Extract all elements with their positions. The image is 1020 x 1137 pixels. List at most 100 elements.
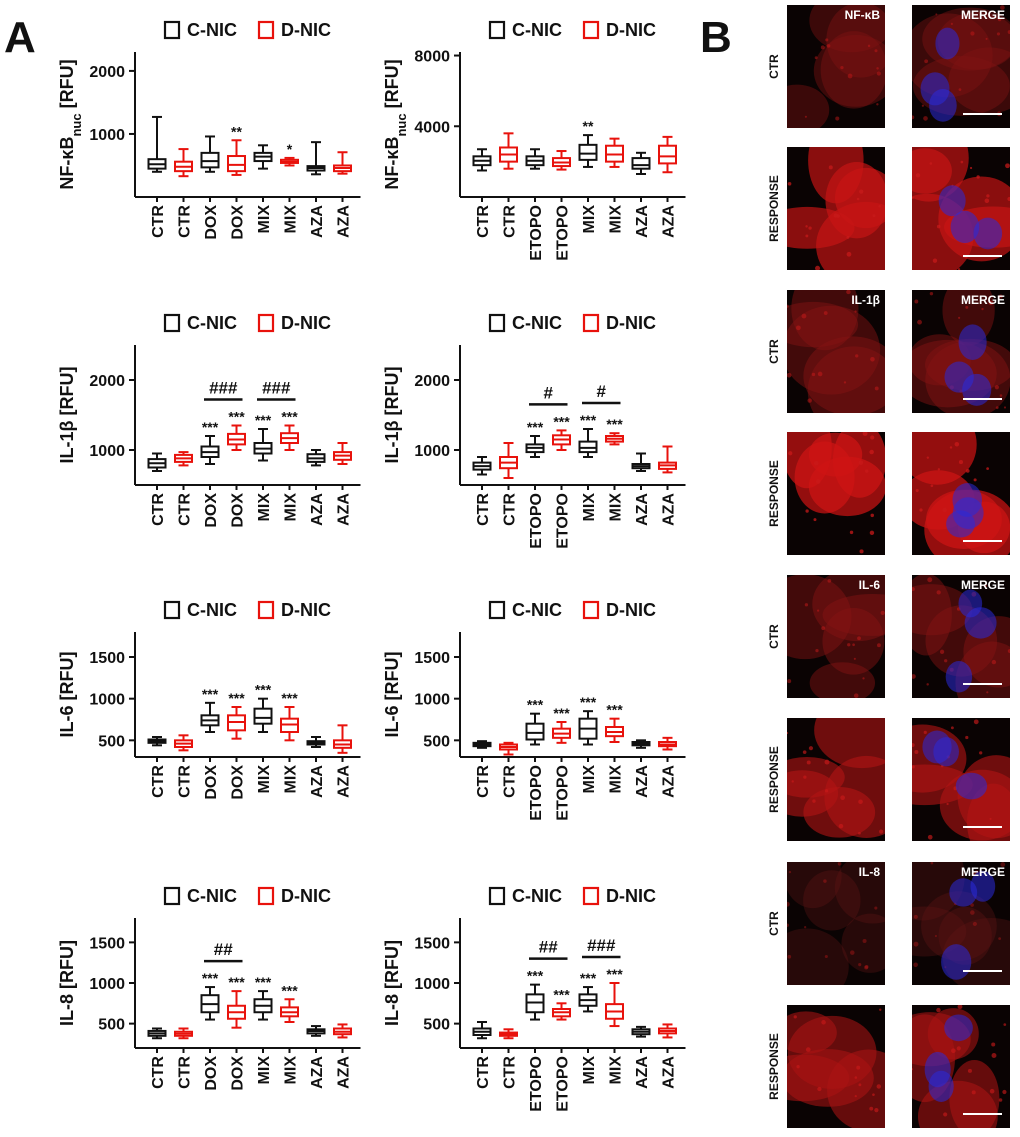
stain-speckle [998,937,1002,941]
box-plot-6: C-NIC D-NIC 500 1000 1500 IL-6 [RFU] CTR CTR ETO… [382,600,686,821]
box-iqr [578,143,598,161]
marker-label: IL-1β [851,293,880,307]
x-tick-label: MIX [283,1056,300,1085]
box-aza-d [333,151,352,175]
stain-speckle [914,299,919,304]
stain-region [787,84,830,128]
box-iqr [631,157,651,170]
stain-speckle [787,181,792,186]
micrograph-background [787,575,885,698]
stain-speckle [1000,862,1006,867]
stain-speckle [853,657,856,660]
stain-speckle [1003,1023,1007,1026]
condition-label: RESPONSE [767,175,781,242]
micrograph-content [787,862,885,985]
stain-speckle [824,759,830,765]
stain-speckle [787,679,792,684]
box-dox-c [200,986,220,1021]
legend-swatch-drug [257,600,275,620]
stain-speckle [984,198,990,204]
x-tick-label: DOX [230,493,247,528]
stain-speckle [1003,406,1007,409]
y-axis-label-main: IL-1β [382,420,402,463]
micrograph-merge [912,1005,1010,1128]
stain-speckle [846,290,851,295]
x-tick-label: MIX [283,493,300,522]
box-plot-1: C-NIC D-NIC 1000 2000 NF-κBnuc [RFU] CTR CTR DO… [57,20,361,240]
significance-label: *** [202,686,219,702]
stain-speckle [872,1093,875,1096]
stain-speckle [997,17,1002,22]
x-tick-label: AZA [309,493,326,526]
stain-region [937,12,1010,70]
legend-label-control: C-NIC [187,886,237,906]
x-tick-label: CTR [150,765,167,798]
y-tick-label: 2000 [89,64,125,81]
stain-region [787,432,832,489]
stain-speckle [915,488,919,493]
micrograph-content [787,290,885,413]
stain-speckle [984,584,987,588]
significance-label: *** [606,702,623,718]
stain-speckle [950,22,953,26]
stain-speckle [813,518,817,522]
stain-speckle [855,354,859,358]
x-tick-label: AZA [634,205,651,238]
stain-region [820,31,885,109]
box-dox-d [227,990,246,1029]
merge-label: MERGE [961,8,1005,22]
y-tick-label: 500 [98,733,125,750]
stain-speckle [926,683,929,686]
stain-speckle [917,319,922,325]
box-aza-d [658,135,677,174]
stain-speckle [870,513,875,518]
marker-label: IL-6 [859,578,881,592]
legend-swatch-drug [257,313,275,333]
condition-label: RESPONSE [767,1033,781,1100]
stain-speckle [923,730,927,735]
micrograph-background [787,290,885,413]
stain-speckle [957,1005,963,1010]
stain-speckle [869,530,875,536]
micrograph-content [787,432,885,554]
micrograph-marker [787,1005,885,1128]
box-mix-d [605,432,624,446]
stain-speckle [869,449,874,455]
x-tick-label: MIX [608,205,625,234]
box-iqr [525,722,545,741]
legend-swatch-drug [582,20,600,40]
stain-speckle [874,1108,879,1113]
micrograph-marker [787,718,885,841]
stain-speckle [986,467,990,470]
y-axis-label-main: IL-8 [57,994,77,1026]
significance-label: *** [606,966,623,982]
stain-region [807,346,885,413]
stain-speckle [879,829,884,834]
stain-speckle [973,478,977,482]
stain-speckle [998,294,1003,299]
stain-speckle [1007,196,1010,201]
micrograph-content [787,1008,885,1128]
stain-speckle [979,751,983,755]
stain-speckle [854,310,857,313]
stain-region [822,607,885,675]
stain-speckle [934,935,937,938]
legend: C-NIC D-NIC [163,600,331,620]
stain-speckle [846,251,852,257]
stain-speckle [862,432,868,436]
stain-speckle [950,726,954,730]
significance-label: *** [580,970,597,986]
nucleus [964,607,997,639]
legend-swatch-control [488,600,506,620]
stain-speckle [919,508,923,512]
panel-label-a: A [4,13,36,62]
stain-region [834,862,885,924]
x-tick-label: AZA [309,765,326,798]
stain-region [803,870,861,931]
x-tick-label: AZA [336,1056,353,1089]
stain-speckle [787,901,790,907]
stain-speckle [871,10,875,14]
stain-speckle [806,760,811,765]
x-tick-label: MIX [256,765,273,794]
micrograph-row-3: CTR IL-1β MERGE [767,290,1010,413]
